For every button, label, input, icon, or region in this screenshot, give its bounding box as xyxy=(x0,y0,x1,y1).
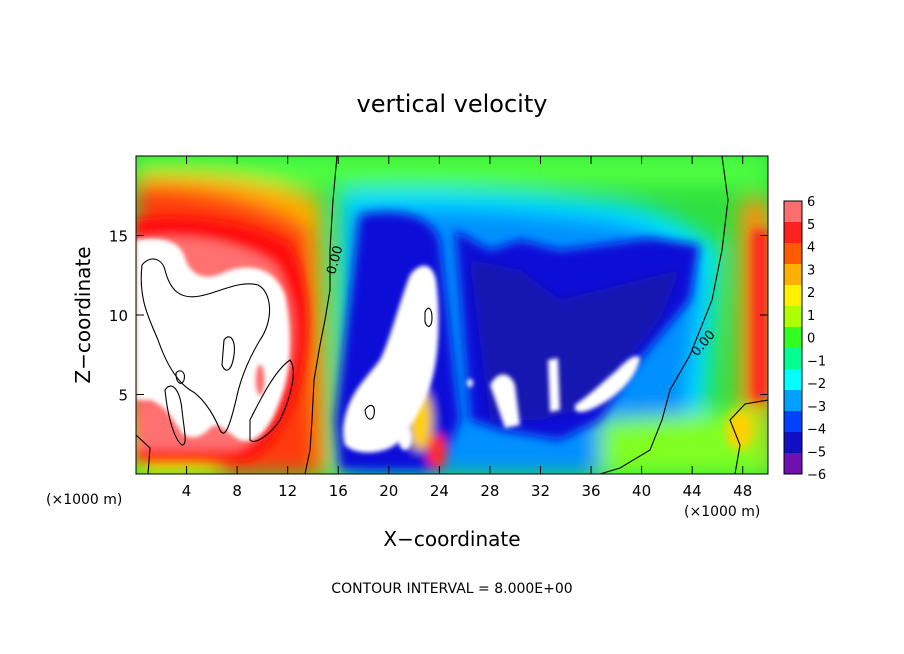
colorbar-label: −3 xyxy=(807,400,826,415)
x-tick-label: 8 xyxy=(232,482,242,500)
colorbar-label: −4 xyxy=(807,423,826,438)
x-tick-label: 40 xyxy=(632,482,651,500)
colorbar-label: 4 xyxy=(807,241,815,256)
y-axis: 5 10 15 xyxy=(109,228,768,405)
colorbar-swatch xyxy=(784,222,802,244)
colorbar-swatch xyxy=(784,306,802,328)
chart-title: vertical velocity xyxy=(357,90,548,118)
x-unit-label-left: (×1000 m) xyxy=(46,492,122,508)
x-unit-label-right: (×1000 m) xyxy=(684,504,760,520)
colorbar: 6 5 4 3 2 1 0 −1 −2 −3 −4 −5 −6 xyxy=(783,195,826,483)
colorbar-swatch xyxy=(784,390,802,412)
x-tick-label: 12 xyxy=(278,482,297,500)
colorbar-swatch xyxy=(784,285,802,307)
x-axis: 4 8 12 16 20 24 28 32 36 40 44 48 xyxy=(182,156,752,500)
colorbar-swatch xyxy=(784,348,802,370)
x-tick-label: 4 xyxy=(182,482,192,500)
contour-label-left: 0.00 xyxy=(324,244,346,276)
colorbar-swatch xyxy=(784,243,802,265)
colorbar-swatch xyxy=(784,264,802,286)
colorbar-label: −5 xyxy=(807,445,826,460)
colorbar-label: 5 xyxy=(807,218,815,233)
colorbar-label: 6 xyxy=(807,195,815,210)
x-tick-label: 44 xyxy=(683,482,702,500)
x-axis-label: X−coordinate xyxy=(383,527,520,551)
colorbar-swatch xyxy=(784,201,802,223)
colorbar-swatch xyxy=(784,369,802,391)
y-tick-label: 5 xyxy=(118,387,128,405)
x-tick-label: 48 xyxy=(733,482,752,500)
colorbar-frame xyxy=(783,200,803,475)
heatmap-field xyxy=(136,156,768,474)
colorbar-label: 3 xyxy=(807,263,815,278)
colorbar-label: 0 xyxy=(807,332,815,347)
contour-lines xyxy=(136,156,768,474)
y-axis-label: Z−coordinate xyxy=(71,246,95,383)
colorbar-swatch xyxy=(784,411,802,433)
colorbar-swatch xyxy=(784,453,802,475)
colorbar-label: −1 xyxy=(807,354,826,369)
contour-interval-footnote: CONTOUR INTERVAL = 8.000E+00 xyxy=(331,581,572,597)
y-tick-label: 15 xyxy=(109,228,128,246)
colorbar-swatch xyxy=(784,432,802,454)
x-tick-label: 16 xyxy=(329,482,348,500)
colorbar-swatch xyxy=(784,327,802,349)
x-tick-label: 24 xyxy=(430,482,449,500)
x-tick-label: 32 xyxy=(531,482,550,500)
colorbar-label: −2 xyxy=(807,377,826,392)
x-tick-label: 36 xyxy=(581,482,600,500)
x-tick-label: 28 xyxy=(480,482,499,500)
x-tick-label: 20 xyxy=(379,482,398,500)
colorbar-label: −6 xyxy=(807,468,826,483)
colorbar-label: 1 xyxy=(807,309,815,324)
colorbar-label: 2 xyxy=(807,286,815,301)
y-tick-label: 10 xyxy=(109,307,128,325)
